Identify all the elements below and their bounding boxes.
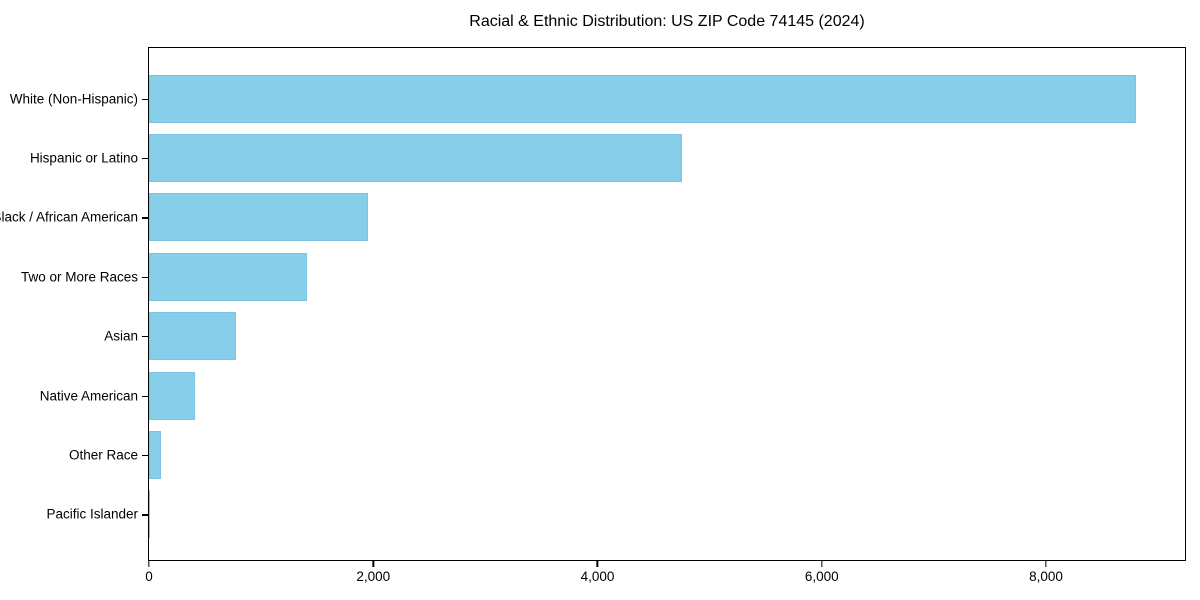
bar-row: Two or More Races (21, 247, 1185, 306)
category-label: Native American (39, 388, 138, 404)
y-tick (142, 514, 148, 516)
category-label: Black / African American (0, 209, 138, 225)
y-tick (142, 276, 148, 279)
bar (149, 74, 1136, 123)
y-tick (142, 336, 148, 338)
y-tick (142, 217, 148, 219)
category-label: Asian (104, 328, 138, 344)
x-tick (148, 561, 150, 567)
plot-area: White (Non-Hispanic) Hispanic or Latino Bl… (0, 47, 1186, 561)
bar (149, 312, 237, 361)
x-tick-label: 8,000 (1029, 569, 1063, 584)
y-tick (142, 158, 148, 160)
bar-row: Asian (104, 307, 1185, 366)
x-tick-label: 4,000 (580, 569, 615, 584)
x-tick-label: 0 (145, 569, 153, 584)
bar (149, 252, 308, 301)
category-label: Pacific Islander (46, 506, 138, 522)
bar (149, 490, 151, 539)
y-tick (142, 98, 148, 100)
x-tick-label: 2,000 (356, 569, 391, 584)
x-tick-label: 6,000 (804, 569, 839, 584)
chart-title: Racial & Ethnic Distribution: US ZIP Cod… (469, 13, 865, 30)
bar-row: Other Race (69, 425, 1185, 484)
category-label: White (Non-Hispanic) (9, 91, 138, 107)
y-tick (142, 454, 148, 457)
bar-row: Pacific Islander (46, 485, 1185, 544)
x-tick (1045, 561, 1047, 567)
category-label: Other Race (68, 447, 138, 463)
bar-row: White (Non-Hispanic) (10, 69, 1185, 128)
x-tick (821, 561, 823, 567)
bar (149, 430, 161, 479)
category-label: Two or More Races (20, 269, 138, 285)
bar (149, 371, 195, 420)
y-tick (142, 395, 148, 397)
category-label: Hispanic or Latino (29, 150, 138, 166)
bar-row: Black / African American (0, 188, 1185, 247)
bar-row: Native American (40, 366, 1185, 425)
bar (149, 134, 682, 183)
x-tick (372, 561, 374, 567)
bar-row: Hispanic or Latino (30, 128, 1185, 187)
bar (149, 193, 368, 242)
x-tick (596, 561, 599, 567)
